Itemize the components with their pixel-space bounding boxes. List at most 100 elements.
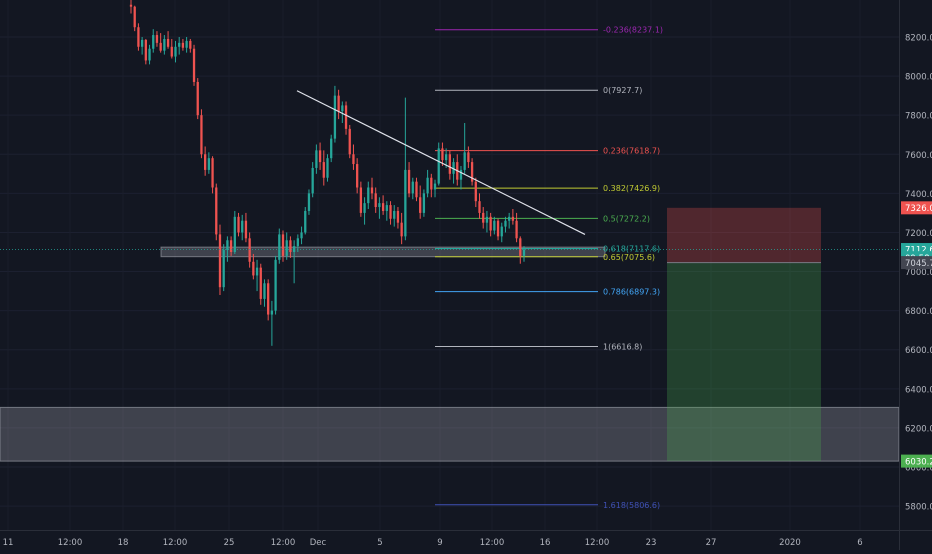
candle-body [244, 220, 248, 239]
candle-body [215, 187, 218, 235]
price-badge-bg [901, 201, 932, 215]
candle-body [422, 193, 426, 213]
candle-body [378, 203, 381, 208]
price-badge: 7045.7 [901, 256, 932, 270]
candle-body [359, 187, 363, 213]
price-badge-bg [901, 256, 932, 270]
candle-body [281, 234, 285, 256]
candle-body [226, 240, 229, 251]
fib-level-label: 0.5(7272.2) [603, 214, 650, 223]
candle-body [478, 201, 481, 213]
candle-body [496, 220, 500, 237]
price-badge: 6030.2 [901, 454, 932, 468]
time-tick-label: 12:00 [480, 538, 505, 548]
candle-body [500, 226, 503, 237]
price-tick-label: 7000.0 [905, 268, 932, 278]
candle-body [200, 115, 203, 155]
price-tick-label: 7600.0 [905, 151, 932, 161]
candle-body [263, 283, 266, 299]
candle-body [489, 216, 492, 231]
support-zones [0, 246, 900, 462]
candle-body [485, 216, 489, 223]
price-badge-bg [901, 454, 932, 468]
fib-level-label: 0.618(7117.6) [603, 245, 660, 254]
trendline[interactable] [296, 90, 586, 235]
candle-body [467, 152, 470, 163]
candle-body [274, 259, 277, 311]
price-tick-label: 8200.0 [905, 34, 932, 44]
time-tick-label: 27 [706, 538, 717, 548]
candle-body [407, 169, 411, 194]
candle-body [159, 42, 162, 51]
candle-body [267, 283, 270, 315]
candle-body [463, 152, 466, 170]
candle-body [133, 6, 136, 28]
price-tick-label: 7200.0 [905, 229, 932, 239]
candle-body [155, 35, 159, 43]
time-tick-label: 18 [118, 538, 129, 548]
candle-body [163, 38, 166, 51]
price-tick-label: 6400.0 [905, 385, 932, 395]
candle-body [519, 238, 522, 256]
candle-body [511, 216, 515, 221]
candle-body [393, 210, 396, 219]
candle-body [300, 232, 303, 239]
candle-body [166, 38, 170, 47]
candle-body [493, 220, 496, 231]
candle-body [285, 240, 288, 256]
price-badge-label: 6030.2 [905, 457, 932, 467]
candle-body [356, 164, 359, 188]
fib-level-label: 1.618(5806.6) [603, 501, 660, 510]
price-axis[interactable]: 5800.0 6000.0 6200.0 6400.0 6600.0 6800.0 7000… [899, 0, 932, 550]
fib-level-label: 0.382(7426.9) [603, 184, 660, 193]
candle-body [337, 95, 340, 112]
price-tick-label: 7400.0 [905, 190, 932, 200]
time-axis[interactable]: 11 12:00 18 12:00 25 12:00 Dec 5 9 12:00 16 12:00 23… [0, 530, 932, 549]
time-tick-label: 16 [540, 538, 551, 548]
time-tick-label: 12:00 [585, 538, 610, 548]
candle-body [315, 150, 318, 168]
fib-level-label: 0.786(6897.3) [603, 288, 660, 297]
candle-body [174, 46, 177, 57]
candle-body [270, 310, 274, 315]
candle-body [296, 238, 299, 247]
candle-body [181, 42, 185, 48]
candle-body [233, 216, 236, 252]
fibonacci-retracement[interactable]: -0.236(8237.1) 0(7927.7) 0.236(7618.7) 0.38… [435, 26, 663, 510]
candle-body [252, 261, 255, 276]
price-tick-label: 7800.0 [905, 112, 932, 122]
short-position-tool[interactable] [667, 207, 821, 462]
candle-body [237, 216, 240, 233]
candle-body [441, 148, 444, 161]
fib-level-label: -0.236(8237.1) [603, 26, 663, 35]
candlestick-series [129, 0, 526, 346]
price-badge-label: 7045.7 [905, 259, 932, 269]
price-badge: 7326.0 [901, 201, 932, 215]
candle-body [152, 35, 155, 49]
stop-loss-zone [667, 207, 821, 263]
candle-body [189, 40, 192, 49]
candle-body [370, 187, 374, 194]
candle-body [389, 205, 392, 219]
candle-body [129, 4, 133, 7]
candle-body [140, 39, 144, 47]
candle-body [415, 181, 418, 198]
fib-level-label: 0.65(7075.6) [603, 253, 655, 262]
time-tick-label: 6 [857, 538, 862, 548]
candle-body [185, 40, 188, 48]
candle-body [292, 246, 296, 252]
candle-body [311, 167, 314, 194]
candle-body [437, 148, 440, 184]
candle-body [352, 154, 355, 165]
candle-body [278, 234, 281, 260]
time-tick-label: 12:00 [58, 538, 83, 548]
candle-body [522, 249, 526, 256]
candle-body [322, 162, 325, 178]
candle-body [318, 150, 322, 163]
candle-body [170, 46, 173, 57]
price-tick-label: 6200.0 [905, 424, 932, 434]
candle-body [482, 212, 485, 223]
